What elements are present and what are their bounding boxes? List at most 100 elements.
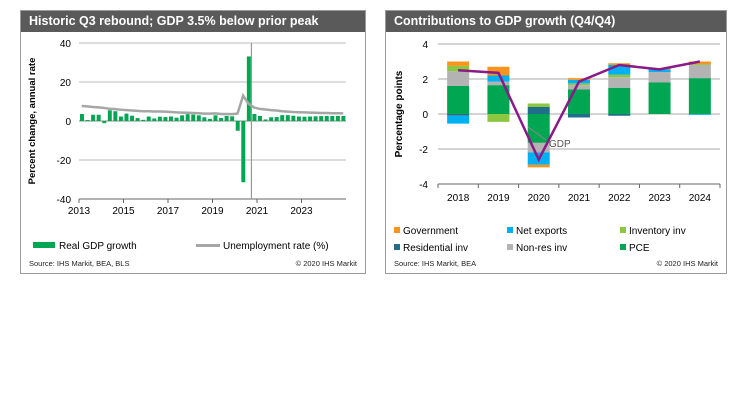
x-tick-label: 2021 <box>568 193 591 204</box>
gdp-bar <box>291 115 296 121</box>
gdp-growth-panel: Historic Q3 rebound; GDP 3.5% below prio… <box>20 10 366 274</box>
x-tick-label: 2019 <box>201 206 224 217</box>
contributions-panel: Contributions to GDP growth (Q4/Q4) 4 2 0 -… <box>385 10 727 274</box>
source-note: Source: IHS Markit, BEA, BLS <box>29 259 130 268</box>
gdp-bar <box>107 110 112 121</box>
gdp-bar <box>207 118 212 121</box>
x-tick-label: 2017 <box>157 206 180 217</box>
stacked-bar-segment <box>608 65 631 75</box>
gdp-bar <box>341 115 346 121</box>
gdp-bar <box>280 115 285 121</box>
gdp-bar <box>285 115 290 121</box>
stacked-bar-segment <box>568 114 590 118</box>
gdp-bar <box>330 115 335 121</box>
gdp-bar <box>258 115 262 121</box>
y-tick-label: 20 <box>60 78 72 89</box>
legend-label: Non-res inv <box>516 243 567 254</box>
y-axis-label: Percentage points <box>394 70 405 157</box>
stacked-bar-segment <box>487 81 510 86</box>
gdp-bar <box>274 117 279 121</box>
gdp-bar <box>324 115 329 121</box>
legend-label: Residential inv <box>403 243 468 254</box>
x-tick-label: 2015 <box>112 206 135 217</box>
stacked-bar-segment <box>487 114 510 122</box>
gdp-bar <box>91 114 96 121</box>
source-note: Source: IHS Markit, BEA <box>394 259 477 268</box>
stacked-bar-segment <box>527 103 550 107</box>
stacked-bar-segment <box>447 61 470 66</box>
gdp-bar <box>118 116 123 121</box>
legend-label: Inventory inv <box>629 226 686 237</box>
stacked-bar-segment <box>608 87 631 114</box>
gdp-bar <box>80 113 84 121</box>
legend-label: Unemployment rate (%) <box>223 241 329 252</box>
x-tick-label: 2019 <box>487 193 510 204</box>
legend-label: Net exports <box>516 226 567 237</box>
stacked-bar-segment <box>447 65 470 72</box>
gdp-bar <box>230 116 235 121</box>
y-tick-label: -20 <box>57 156 72 167</box>
legend-swatch-gdp <box>33 242 55 248</box>
gdp-bar <box>185 114 190 121</box>
stacked-bar-segment <box>688 78 711 114</box>
legend-swatch <box>507 244 513 250</box>
stacked-bar-segment <box>688 114 711 115</box>
gdp-bar <box>124 113 129 121</box>
gdp-bar <box>85 120 90 121</box>
gdp-bar <box>235 121 240 131</box>
gdp-bar <box>313 116 318 121</box>
gdp-bar <box>202 117 207 121</box>
stacked-bar-segment <box>688 64 711 65</box>
gdp-bar <box>180 115 185 121</box>
stacked-bar-segment <box>688 61 711 65</box>
gdp-bar <box>141 119 146 121</box>
gdp-bar <box>169 116 173 121</box>
x-tick-label: 2018 <box>447 193 470 204</box>
gdp-bar <box>246 56 251 121</box>
stacked-bar-segment <box>648 72 671 83</box>
gdp-bar <box>113 111 118 121</box>
annotation-leader <box>527 126 547 141</box>
y-axis-label: Percent change, annual rate <box>27 58 38 185</box>
stacked-bar-segment <box>527 114 550 143</box>
x-tick-label: 2021 <box>246 206 269 217</box>
y-tick-label: -4 <box>419 180 428 191</box>
copyright-note: © 2020 IHS Markit <box>295 259 357 268</box>
stacked-bar-segment <box>447 114 470 116</box>
legend-swatch-unemployment <box>196 244 220 247</box>
y-tick-label: 0 <box>65 117 71 128</box>
gdp-bar <box>191 114 196 121</box>
x-tick-label: 2023 <box>648 193 671 204</box>
stacked-bar-segment <box>608 77 631 88</box>
gdp-line <box>458 60 701 163</box>
x-tick-label: 2013 <box>68 206 91 217</box>
gdp-bar <box>224 115 229 121</box>
copyright-note: © 2020 IHS Markit <box>656 259 718 268</box>
y-tick-label: -2 <box>419 145 428 156</box>
gdp-bar <box>252 113 257 121</box>
legend-label: PCE <box>629 243 650 254</box>
stacked-bar-segment <box>447 86 470 114</box>
stacked-bar-segment <box>487 85 510 114</box>
y-tick-label: 0 <box>422 110 428 121</box>
y-tick-label: 4 <box>422 40 428 51</box>
gdp-bar <box>174 117 179 121</box>
gdp-bar <box>296 116 301 121</box>
legend-swatch <box>620 227 626 233</box>
gdp-bar <box>213 115 218 121</box>
gdp-bar <box>163 117 168 121</box>
chart-title: Contributions to GDP growth (Q4/Q4) <box>386 11 726 32</box>
gdp-bar <box>241 121 246 183</box>
y-tick-label: 40 <box>60 39 72 50</box>
gdp-bar <box>335 115 340 121</box>
gdp-bar <box>319 116 324 121</box>
legend-label: Government <box>403 226 458 237</box>
y-tick-label: -40 <box>57 195 72 206</box>
stacked-bar-segment <box>568 89 590 114</box>
gdp-bar <box>302 116 307 121</box>
gdp-bar <box>308 116 313 121</box>
stacked-bar-segment <box>487 66 510 76</box>
stacked-bar-segment <box>527 164 550 168</box>
contributions-chart: 4 2 0 -2 -4 2018 2019 2020 2021 2022 2023 2024 Perce… <box>394 40 721 254</box>
stacked-bar-segment <box>447 115 470 124</box>
